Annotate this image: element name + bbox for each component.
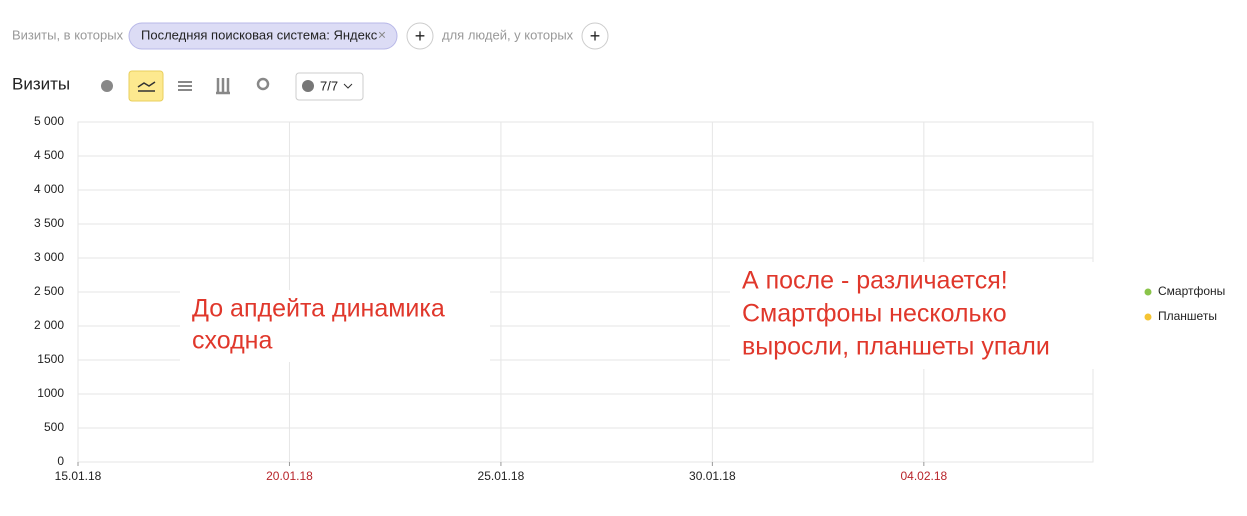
chip-close[interactable]: × [378, 27, 386, 43]
add-label: + [590, 26, 601, 46]
legend-marker [1144, 288, 1152, 296]
y-tick-label: 4 500 [34, 148, 64, 162]
counter: 7/7 [320, 78, 338, 93]
y-tick-label: 1000 [37, 386, 64, 400]
x-tick-label: 15.01.18 [55, 469, 102, 483]
filter-chip-text: Последняя поисковая система: Яндекс [141, 27, 378, 42]
y-tick-label: 500 [44, 420, 64, 434]
map-icon[interactable] [256, 77, 270, 91]
y-tick-label: 3 500 [34, 216, 64, 230]
legend-marker [1144, 313, 1152, 321]
x-tick-label: 04.02.18 [900, 469, 947, 483]
bar-icon[interactable] [216, 78, 230, 95]
filter-chip[interactable] [128, 22, 398, 50]
legend-label: Смартфоны [1158, 284, 1225, 298]
annotation-text: Смартфоны несколько [742, 300, 1007, 328]
add-label: + [415, 26, 426, 46]
annotation-text: сходна [192, 327, 272, 355]
chart-title: Визиты [12, 74, 70, 93]
annotations-dropdown[interactable] [295, 72, 364, 101]
annotation-text: До апдейта динамика [192, 295, 445, 323]
y-tick-label: 1500 [37, 352, 64, 366]
x-tick-label: 30.01.18 [689, 469, 736, 483]
area-icon[interactable] [178, 81, 192, 91]
y-tick-label: 4 000 [34, 182, 64, 196]
x-tick-label: 20.01.18 [266, 469, 313, 483]
filter-prefix: Визиты, в которых [12, 27, 124, 42]
x-tick-label: 25.01.18 [478, 469, 525, 483]
annotation-text: А после - различается! [742, 267, 1008, 295]
add-button[interactable] [581, 22, 609, 50]
comment-icon [302, 80, 314, 92]
y-tick-label: 0 [57, 454, 64, 468]
line-icon [137, 81, 156, 92]
filter-middle: для людей, у которых [442, 27, 574, 42]
annotation-box [180, 290, 490, 362]
legend-label: Планшеты [1158, 309, 1217, 323]
line-icon-active[interactable] [128, 70, 164, 102]
y-tick-label: 2 500 [34, 284, 64, 298]
pie-icon[interactable] [101, 80, 113, 92]
annotation-box [730, 262, 1095, 369]
y-tick-label: 2 000 [34, 318, 64, 332]
chevron [343, 83, 353, 89]
y-tick-label: 3 000 [34, 250, 64, 264]
add-button[interactable] [406, 22, 434, 50]
annotation-text: выросли, планшеты упали [742, 333, 1050, 361]
y-tick-label: 5 000 [34, 114, 64, 128]
